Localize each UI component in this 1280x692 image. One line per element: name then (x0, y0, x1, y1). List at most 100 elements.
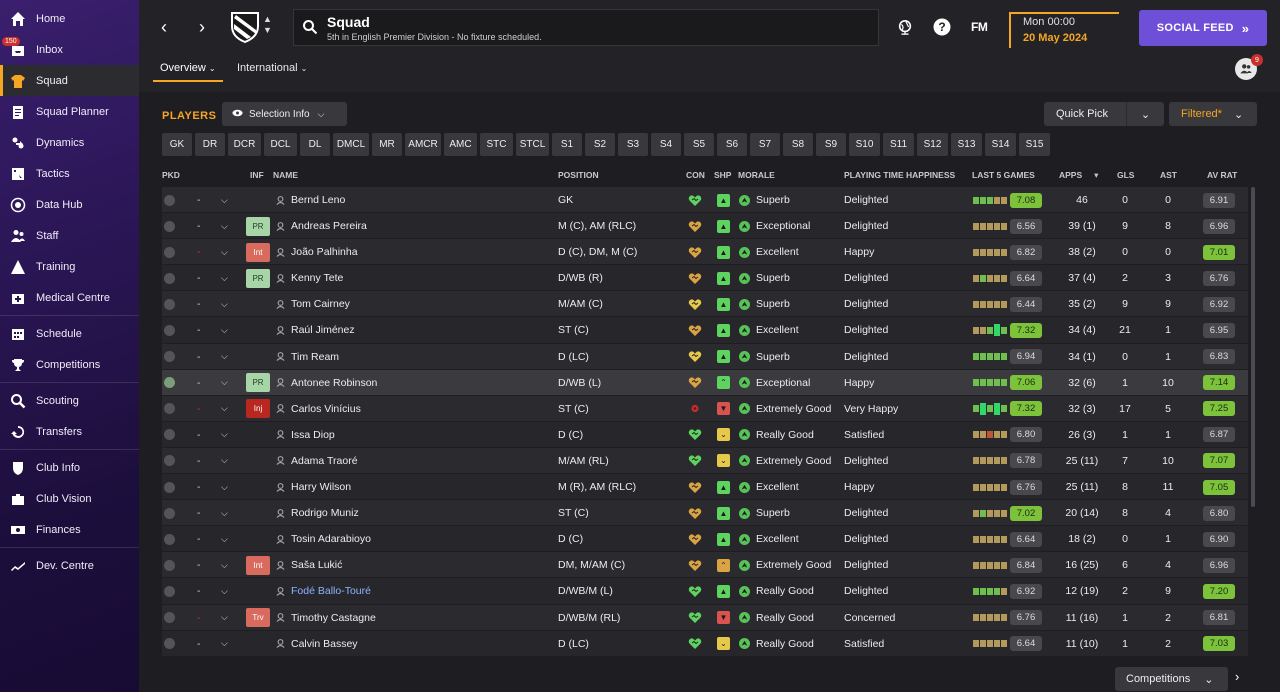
player-name[interactable]: Rodrigo Muniz (276, 500, 359, 526)
selection-dash[interactable]: - (197, 246, 201, 259)
sidebar-item-dev-centre[interactable]: Dev. Centre (0, 550, 139, 581)
sidebar-item-finances[interactable]: Finances (0, 514, 139, 545)
picked-indicator[interactable] (164, 344, 175, 370)
table-row[interactable]: - ⌵ Trv Timothy Castagne D/WB/M (RL) ▼ Really … (162, 604, 1248, 631)
position-filter-s5[interactable]: S5 (684, 133, 714, 156)
position-filter-s12[interactable]: S12 (917, 133, 948, 156)
help-icon[interactable]: ? (933, 18, 951, 36)
position-filter-s1[interactable]: S1 (552, 133, 582, 156)
row-chevron-down-icon[interactable]: ⌵ (221, 429, 228, 440)
competitions-dropdown[interactable]: Competitions ⌄ (1115, 667, 1228, 691)
table-row[interactable]: - ⌵ PR Andreas Pereira M (C), AM (RLC) ▲ Excep… (162, 213, 1248, 240)
table-row[interactable]: - ⌵ Adama Traoré M/AM (RL) ⌄ Extremely Good De… (162, 447, 1248, 475)
tab-overview[interactable]: Overview ⌄ (160, 62, 216, 74)
player-name[interactable]: Timothy Castagne (276, 605, 376, 631)
col-shp[interactable]: SHP (714, 170, 732, 180)
position-filter-dl[interactable]: DL (300, 133, 330, 156)
picked-indicator[interactable] (164, 474, 175, 500)
col-apps[interactable]: APPS ▾ (1059, 170, 1098, 181)
selection-dash[interactable]: - (197, 220, 201, 233)
col-ast[interactable]: AST (1160, 170, 1177, 180)
player-name[interactable]: Calvin Bassey (276, 631, 358, 657)
col-gls[interactable]: GLS (1117, 170, 1135, 180)
table-row[interactable]: - ⌵ PR Kenny Tete D/WB (R) ▲ Superb Delighted 6.… (162, 265, 1248, 292)
position-filter-dr[interactable]: DR (195, 133, 225, 156)
col-con[interactable]: CON (686, 170, 705, 180)
picked-indicator[interactable] (164, 526, 175, 552)
club-crest-icon[interactable] (229, 10, 261, 44)
row-chevron-down-icon[interactable]: ⌵ (221, 612, 228, 622)
table-row[interactable]: - ⌵ Tosin Adarabioyo D (C) ▲ Excellent Delight… (162, 526, 1248, 553)
table-row[interactable]: - ⌵ Rodrigo Muniz ST (C) ▲ Superb Delighted 7.0… (162, 500, 1248, 527)
position-filter-s6[interactable]: S6 (717, 133, 747, 156)
col-pkd[interactable]: PKD (162, 170, 180, 180)
row-chevron-down-icon[interactable]: ⌵ (221, 533, 228, 544)
quick-pick-chevron-icon[interactable]: ⌄ (1126, 102, 1164, 126)
row-chevron-down-icon[interactable]: ⌵ (221, 455, 228, 466)
player-name[interactable]: Harry Wilson (276, 474, 351, 500)
picked-indicator[interactable] (164, 422, 175, 448)
picked-indicator[interactable] (164, 605, 175, 631)
selection-dash[interactable]: - (197, 298, 201, 311)
selection-dash[interactable]: - (197, 454, 201, 467)
position-filter-stc[interactable]: STC (480, 133, 513, 156)
position-filter-dcr[interactable]: DCR (228, 133, 261, 156)
row-chevron-down-icon[interactable]: ⌵ (221, 351, 228, 362)
position-filter-s7[interactable]: S7 (750, 133, 780, 156)
position-filter-stcl[interactable]: STCL (516, 133, 549, 156)
next-page-arrow[interactable]: › (1235, 669, 1240, 684)
social-feed-button[interactable]: SOCIAL FEED » (1139, 10, 1267, 46)
selection-dash[interactable]: - (197, 324, 201, 337)
fm-logo[interactable]: FM (971, 20, 988, 34)
col-name[interactable]: NAME (273, 170, 299, 180)
table-row[interactable]: - ⌵ Raúl Jiménez ST (C) ▲ Excellent Delighted 7… (162, 317, 1248, 344)
position-filter-mr[interactable]: MR (372, 133, 402, 156)
selection-dash[interactable]: - (197, 350, 201, 363)
player-name[interactable]: Raúl Jiménez (276, 317, 355, 343)
row-chevron-down-icon[interactable]: ⌵ (221, 220, 228, 231)
sidebar-item-staff[interactable]: Staff (0, 220, 139, 251)
table-row[interactable]: - ⌵ Inj Carlos Vinícius ST (C) ▼ Extremely Goo… (162, 395, 1248, 422)
sidebar-item-schedule[interactable]: Schedule (0, 318, 139, 349)
selection-dash[interactable]: - (197, 402, 201, 415)
col-morale[interactable]: MORALE (738, 170, 775, 180)
sidebar-item-training[interactable]: Training (0, 251, 139, 282)
selection-dash[interactable]: - (197, 272, 201, 285)
row-chevron-down-icon[interactable]: ⌵ (221, 298, 228, 309)
player-name[interactable]: Carlos Vinícius (276, 396, 361, 422)
selection-dash[interactable]: - (197, 637, 201, 650)
sidebar-item-club-info[interactable]: Club Info (0, 452, 139, 483)
position-filter-s11[interactable]: S11 (883, 133, 914, 156)
player-name[interactable]: Antonee Robinson (276, 370, 377, 396)
table-scrollbar[interactable] (1251, 187, 1255, 507)
forward-button[interactable]: › (199, 16, 205, 37)
sidebar-item-squad[interactable]: Squad (0, 65, 139, 96)
row-chevron-down-icon[interactable]: ⌵ (221, 272, 228, 283)
row-chevron-down-icon[interactable]: ⌵ (221, 507, 228, 518)
row-chevron-down-icon[interactable]: ⌵ (221, 377, 228, 388)
club-switch-arrows[interactable]: ▲ ▼ (263, 14, 272, 35)
sidebar-item-inbox[interactable]: Inbox 150 (0, 34, 139, 65)
picked-indicator[interactable] (164, 370, 175, 396)
picked-indicator[interactable] (164, 213, 175, 239)
player-name[interactable]: Tim Ream (276, 344, 339, 370)
selection-dash[interactable]: - (197, 559, 201, 572)
col-avrat[interactable]: AV RAT (1207, 170, 1238, 180)
table-row[interactable]: - ⌵ Calvin Bassey D (LC) ⌄ Really Good Satisfi… (162, 630, 1248, 657)
sidebar-item-dynamics[interactable]: Dynamics (0, 127, 139, 158)
table-row[interactable]: - ⌵ Int João Palhinha D (C), DM, M (C) ▲ Excel… (162, 239, 1248, 266)
player-name[interactable]: Tosin Adarabioyo (276, 526, 371, 552)
row-chevron-down-icon[interactable]: ⌵ (221, 246, 228, 257)
picked-indicator[interactable] (164, 552, 175, 578)
picked-indicator[interactable] (164, 317, 175, 343)
position-filter-s10[interactable]: S10 (849, 133, 880, 156)
selection-dash[interactable]: - (197, 481, 201, 494)
row-chevron-down-icon[interactable]: ⌵ (221, 194, 228, 205)
player-name[interactable]: Tom Cairney (276, 291, 350, 317)
sidebar-item-medical-centre[interactable]: Medical Centre (0, 282, 139, 313)
col-playing-time[interactable]: PLAYING TIME HAPPINESS (844, 170, 956, 180)
picked-indicator[interactable] (164, 578, 175, 604)
selection-dash[interactable]: - (197, 585, 201, 598)
col-position[interactable]: POSITION (558, 170, 599, 180)
position-filter-dmcl[interactable]: DMCL (333, 133, 369, 156)
